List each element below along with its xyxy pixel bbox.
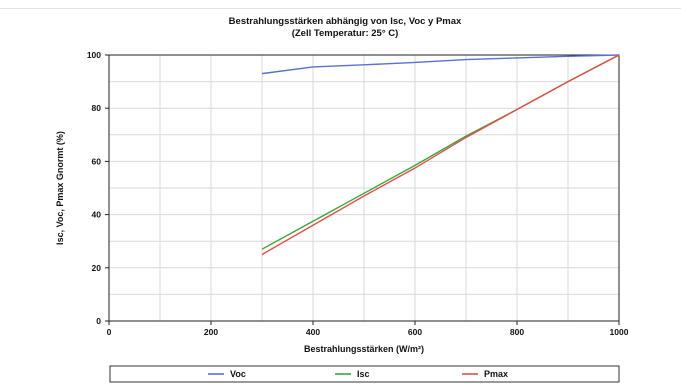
plot-area-border: [108, 54, 620, 322]
x-tick-label: 0: [107, 327, 112, 337]
x-tick-label: 800: [510, 327, 524, 337]
legend-label-isc: Isc: [357, 369, 370, 379]
chart-subtitle: (Zell Temperatur: 25° C): [292, 28, 399, 39]
y-axis-label: Isc, Voc, Pmax Gnormt (%): [55, 131, 65, 245]
x-tick-label: 600: [408, 327, 422, 337]
y-tick-label: 100: [87, 50, 101, 60]
series-line-pmax: [261, 54, 620, 256]
y-tick-label: 0: [96, 316, 101, 326]
legend: Voc Isc Pmax: [208, 369, 508, 379]
top-divider: [0, 8, 681, 9]
legend-box: [109, 365, 620, 383]
axis-ticks: 0 200 400 600 800 1000 0 20 40 60 80 100: [87, 50, 629, 337]
y-tick-label: 60: [92, 156, 102, 166]
y-tick-label: 40: [92, 210, 102, 220]
legend-label-voc: Voc: [230, 369, 246, 379]
legend-label-pmax: Pmax: [484, 369, 508, 379]
chart-title: Bestrahlungsstärken abhängig von Isc, Vo…: [229, 16, 462, 27]
y-tick-label: 20: [92, 263, 102, 273]
x-axis-label: Bestrahlungsstärken (W/m²): [304, 344, 424, 354]
x-tick-label: 400: [306, 327, 320, 337]
x-tick-label: 200: [204, 327, 218, 337]
y-tick-label: 80: [92, 103, 102, 113]
x-tick-label: 1000: [610, 327, 629, 337]
series-line-voc: [261, 54, 620, 75]
series-lines: [261, 54, 620, 256]
